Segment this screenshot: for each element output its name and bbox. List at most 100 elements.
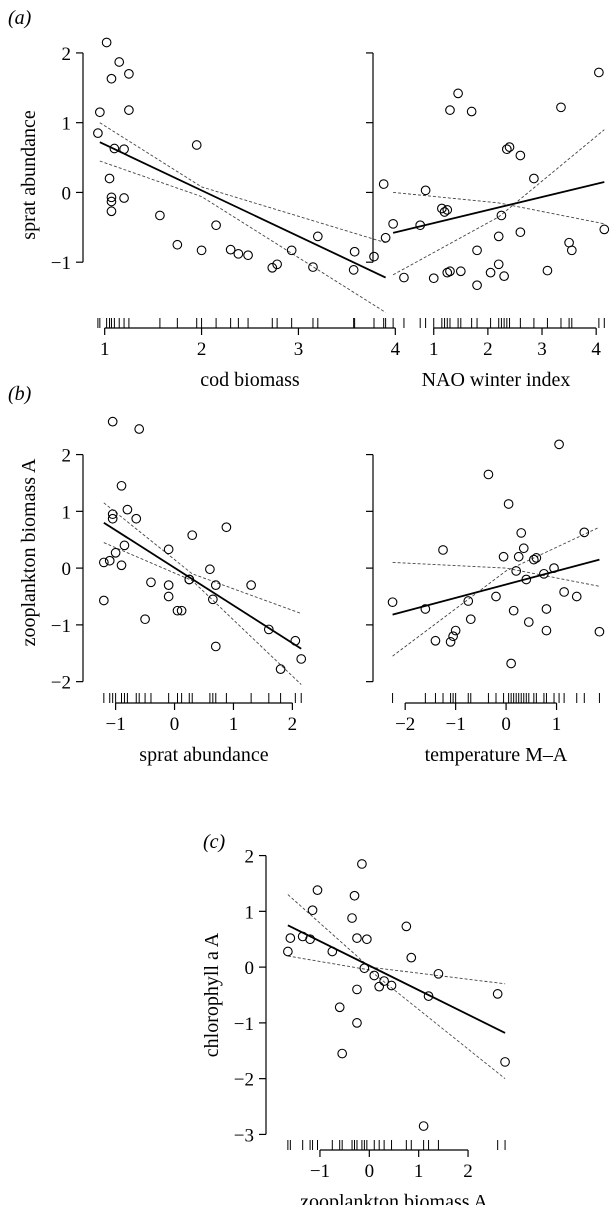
data-point	[93, 128, 103, 138]
data-point	[599, 224, 610, 235]
y-axis-label: sprat abundance	[18, 110, 40, 240]
data-point	[380, 232, 391, 243]
data-point	[420, 185, 431, 196]
data-point	[106, 196, 117, 207]
data-point	[483, 469, 494, 480]
data-point	[501, 144, 512, 155]
data-point	[556, 102, 566, 113]
y-tick-label: −1	[234, 1014, 254, 1035]
data-point	[110, 547, 121, 558]
data-point	[286, 245, 297, 256]
fit-line	[287, 924, 506, 1034]
band-upper-line	[392, 561, 600, 587]
x-tick-label: 1	[552, 714, 562, 735]
data-point	[140, 614, 150, 625]
chart-1: 1 2 3 4 −1 0 1 2 cod biomass sprat abundance	[18, 37, 401, 391]
data-point	[352, 933, 362, 943]
data-point	[493, 231, 504, 242]
data-point	[549, 563, 559, 573]
x-tick-label: 4	[391, 339, 401, 360]
data-point	[406, 952, 417, 963]
x-axis-label: cod biomass	[200, 369, 300, 391]
data-point	[187, 530, 198, 541]
data-point	[511, 566, 522, 576]
band-lower-line	[99, 160, 386, 313]
data-point	[362, 934, 372, 945]
data-point	[504, 142, 515, 152]
y-tick-label: 0	[62, 183, 72, 204]
data-point	[513, 551, 524, 562]
data-point	[104, 555, 115, 566]
data-point	[528, 554, 539, 565]
data-point	[503, 499, 514, 509]
data-point	[243, 250, 253, 261]
chart-3: −1 0 1 2 −2 −1 0 1 2 sprat abundance zooplankton b…	[18, 416, 307, 766]
x-tick-label: 2	[197, 339, 207, 360]
x-axis-label: temperature M–A	[425, 744, 568, 766]
data-point	[155, 210, 165, 221]
data-point	[521, 574, 532, 585]
data-point	[430, 635, 441, 646]
data-point	[106, 206, 117, 217]
data-point	[267, 262, 278, 273]
data-point	[349, 890, 360, 901]
data-point	[506, 658, 516, 669]
data-point	[571, 591, 582, 602]
data-point	[369, 970, 380, 981]
y-tick-label: −2	[51, 673, 71, 694]
y-tick-label: 0	[245, 958, 255, 979]
data-point	[327, 946, 338, 957]
x-tick-label: −1	[446, 714, 466, 735]
y-tick-label: 0	[62, 559, 72, 580]
data-point	[104, 173, 115, 184]
data-point	[438, 545, 448, 555]
data-point	[388, 218, 398, 229]
data-point	[163, 544, 174, 555]
data-point	[210, 580, 221, 590]
fit-line	[392, 558, 600, 616]
data-point	[359, 963, 370, 974]
data-point	[134, 424, 145, 434]
y-tick-label: −1	[51, 253, 71, 274]
data-point	[210, 641, 221, 652]
data-point	[463, 596, 474, 606]
data-point	[529, 173, 539, 184]
data-point	[508, 605, 519, 616]
data-point	[515, 150, 526, 161]
data-point	[515, 227, 526, 238]
data-point	[207, 594, 218, 605]
data-point	[131, 513, 142, 524]
x-tick-label: −1	[310, 1161, 330, 1182]
band-upper-line	[287, 894, 506, 985]
y-tick-label: 1	[245, 902, 255, 923]
data-point	[290, 635, 301, 646]
data-point	[496, 210, 507, 221]
data-point	[283, 946, 293, 957]
data-point	[386, 980, 397, 991]
data-point	[465, 614, 476, 625]
data-point	[296, 654, 307, 664]
data-point	[124, 105, 134, 115]
data-point	[347, 913, 357, 923]
x-tick-label: −1	[106, 714, 126, 735]
fit-line	[392, 181, 605, 234]
data-point	[523, 617, 534, 627]
data-point	[114, 57, 125, 67]
data-point	[124, 69, 134, 79]
data-point	[531, 553, 542, 563]
data-point	[272, 259, 282, 270]
band-upper-line	[393, 191, 605, 225]
x-tick-label: 1	[414, 1161, 424, 1182]
x-tick-label: 1	[100, 339, 110, 360]
data-point	[445, 637, 456, 647]
x-tick-label: −2	[395, 714, 415, 735]
data-point	[352, 1018, 362, 1028]
data-point	[541, 604, 552, 614]
y-tick-label: 2	[62, 446, 72, 467]
band-lower-line	[392, 129, 605, 276]
data-point	[246, 580, 256, 590]
data-point	[439, 207, 450, 217]
data-point	[312, 231, 323, 242]
chart-2: 1 2 3 4 NAO winter index	[366, 52, 610, 391]
